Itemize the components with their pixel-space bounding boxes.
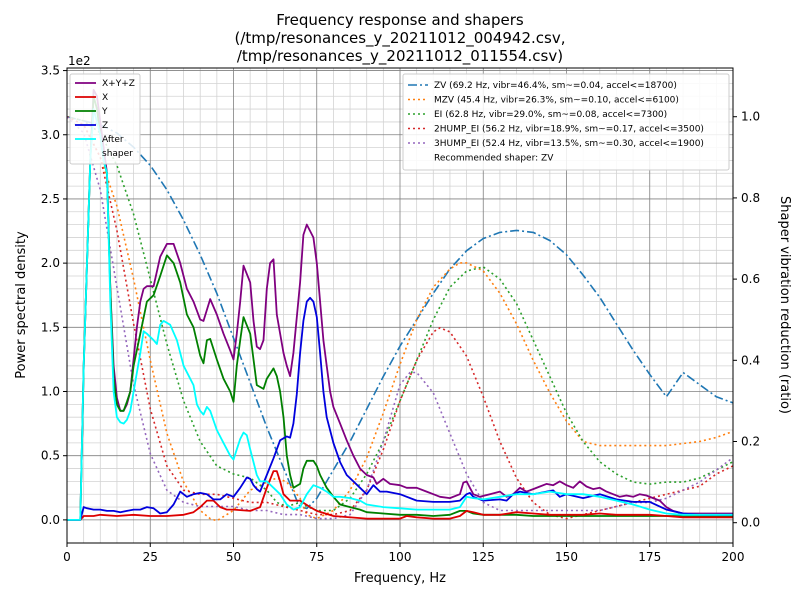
- title-line-3: /tmp/resonances_y_20211012_011554.csv): [237, 47, 563, 66]
- psd-legend-label: X+Y+Z: [102, 79, 135, 89]
- psd-legend-label: Z: [102, 121, 108, 131]
- x-tick-label: 100: [389, 550, 412, 564]
- y-tick-label: 3.0: [41, 128, 60, 142]
- series-line-1: [67, 470, 733, 521]
- shaper-legend-label: 3HUMP_EI (52.4 Hz, vibr=13.5%, sm~=0.30,…: [434, 139, 704, 149]
- shaper-legend-box: [402, 73, 730, 171]
- title-line-1: Frequency response and shapers: [276, 11, 524, 29]
- y2-axis-label: Shaper vibration reduction (ratio): [777, 196, 792, 414]
- y-tick-label: 0.5: [41, 449, 60, 463]
- psd-legend: X+Y+Z XYZ After shaper: [69, 73, 141, 165]
- x-tick-label: 0: [63, 550, 71, 564]
- series-line-4: [67, 108, 733, 521]
- y-tick-label: 1.0: [41, 385, 60, 399]
- y-offset-label: 1e2: [68, 54, 91, 68]
- y2-tick-label: 0.2: [741, 435, 760, 449]
- chart-title: Frequency response and shapers (/tmp/res…: [235, 11, 566, 66]
- shaper-legend-label: Recommended shaper: ZV: [434, 154, 554, 164]
- series-line-5: [67, 115, 733, 510]
- y2-tick-label: 0.6: [741, 272, 760, 286]
- psd-legend-label: Y: [101, 107, 108, 117]
- y2-tick-label: 1.0: [741, 110, 760, 124]
- y2-tick-label: 0.4: [741, 353, 760, 367]
- shaper-legend-label: 2HUMP_EI (56.2 Hz, vibr=18.9%, sm~=0.17,…: [434, 125, 704, 135]
- shaper-legend-label: MZV (45.4 Hz, vibr=26.3%, sm~=0.10, acce…: [434, 96, 679, 106]
- psd-legend-label: X: [102, 93, 108, 103]
- plot-series: [67, 88, 733, 522]
- title-line-2: (/tmp/resonances_y_20211012_004942.csv,: [235, 29, 566, 48]
- x-axis-label: Frequency, Hz: [354, 571, 446, 586]
- x-tick-label: 175: [638, 550, 661, 564]
- x-tick-label: 200: [722, 550, 745, 564]
- y-tick-label: 2.0: [41, 256, 60, 270]
- y2-tick-label: 0.8: [741, 191, 760, 205]
- series-line-0: [67, 88, 733, 521]
- y-tick-label: 0.0: [41, 513, 60, 527]
- y-tick-label: 1.5: [41, 320, 60, 334]
- x-tick-label: 150: [555, 550, 578, 564]
- x-tick-label: 50: [226, 550, 241, 564]
- series-line-8: [67, 115, 733, 520]
- x-tick-label: 125: [472, 550, 495, 564]
- shaper-legend: ZV (69.2 Hz, vibr=46.4%, sm~=0.04, accel…: [402, 73, 730, 171]
- shaper-legend-label: ZV (69.2 Hz, vibr=46.4%, sm~=0.04, accel…: [434, 81, 677, 91]
- psd-legend-label: After: [102, 135, 124, 145]
- x-tick-label: 75: [309, 550, 324, 564]
- y-axis-label: Power spectral density: [14, 231, 29, 379]
- y-tick-label: 2.5: [41, 192, 60, 206]
- shaper-legend-label: EI (62.8 Hz, vibr=29.0%, sm~=0.08, accel…: [434, 110, 667, 120]
- series-line-2: [67, 95, 733, 521]
- axes: 0 25 50 75 100 125 150 175 200 0.0 0.5 1.0 1.5 2.0 2.5…: [41, 64, 760, 564]
- x-tick-label: 25: [143, 550, 158, 564]
- y-tick-label: 3.5: [41, 64, 60, 78]
- y2-tick-label: 0.0: [741, 516, 760, 530]
- psd-legend-label: shaper: [102, 149, 133, 159]
